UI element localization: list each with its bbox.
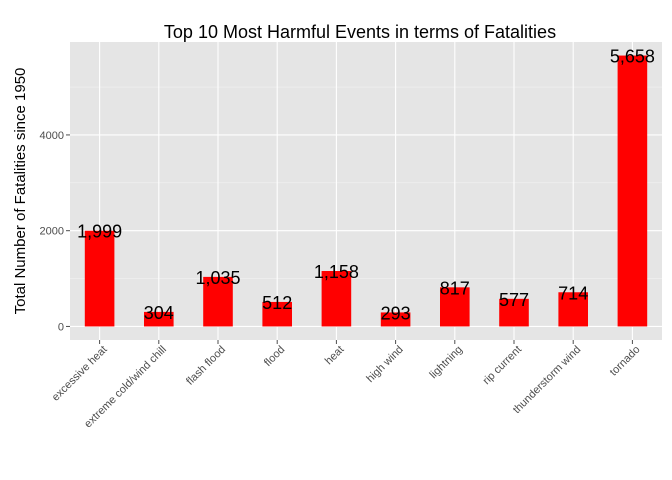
y-tick-label: 2000 (40, 226, 64, 238)
data-label-1: 304 (144, 303, 174, 323)
bars (84, 55, 648, 327)
y-axis-ticks: 0 2000 4000 (40, 130, 70, 333)
bar-2 (203, 276, 233, 327)
data-label-0: 1,999 (77, 222, 122, 242)
x-tick-label: rip current (481, 344, 525, 388)
bar-4 (321, 271, 352, 327)
data-label-5: 293 (381, 303, 411, 323)
data-label-6: 817 (440, 278, 470, 298)
y-axis-label: Total Number of Fatalities since 1950 (12, 68, 29, 315)
data-label-9: 5,658 (610, 47, 655, 67)
x-tick-label: high wind (364, 344, 405, 385)
data-label-7: 577 (499, 290, 529, 310)
data-label-2: 1,035 (195, 268, 240, 288)
x-tick-label: lightning (427, 344, 464, 381)
bar-3 (262, 301, 292, 327)
y-tick-label: 0 (58, 321, 64, 333)
bar-6 (440, 287, 470, 327)
data-label-8: 714 (558, 283, 588, 303)
chart-title: Top 10 Most Harmful Events in terms of F… (164, 22, 556, 42)
y-tick-label: 4000 (40, 130, 64, 142)
x-tick-label: excessive heat (50, 344, 110, 404)
bar-1 (144, 311, 174, 327)
data-label-4: 1,158 (314, 262, 359, 282)
data-label-3: 512 (262, 293, 292, 313)
data-labels: 1,999 304 1,035 512 1,158 293 817 577 714 5,658 (77, 47, 655, 324)
plot-panel (70, 42, 662, 340)
x-tick-label: tornado (608, 344, 643, 379)
x-tick-label: heat (323, 344, 347, 368)
bar-0 (84, 230, 115, 327)
bar-7 (499, 298, 529, 327)
bar-9 (617, 55, 648, 327)
x-tick-label: flash flood (184, 344, 228, 388)
x-tick-label: flood (262, 344, 287, 369)
bar-5 (380, 312, 411, 327)
bar-8 (558, 292, 588, 327)
